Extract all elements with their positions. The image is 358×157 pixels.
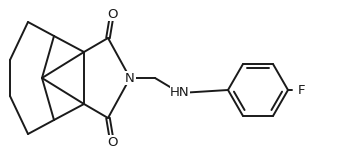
Text: O: O [107,135,117,149]
Text: O: O [107,8,117,21]
Text: F: F [298,84,305,97]
Text: O: O [107,135,117,149]
Text: HN: HN [170,87,190,100]
Text: HN: HN [170,87,190,100]
Text: N: N [125,71,135,84]
Text: O: O [107,8,117,21]
Text: N: N [125,71,135,84]
Text: F: F [298,84,305,97]
